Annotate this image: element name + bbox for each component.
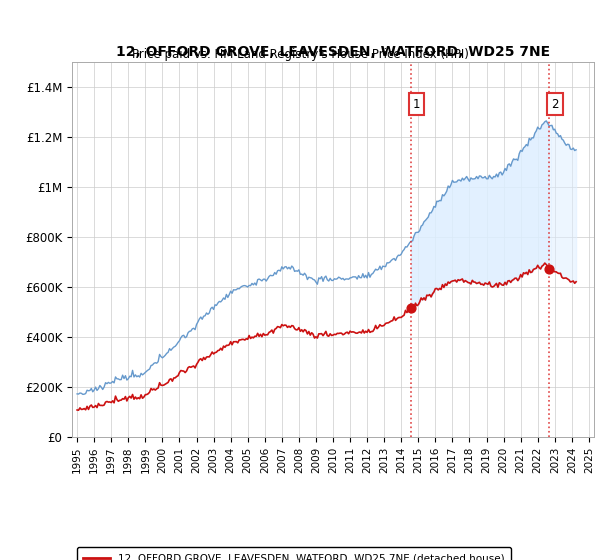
Text: 2: 2: [551, 97, 559, 111]
Legend: 12, OFFORD GROVE, LEAVESDEN, WATFORD, WD25 7NE (detached house), HPI: Average pr: 12, OFFORD GROVE, LEAVESDEN, WATFORD, WD…: [77, 547, 511, 560]
Text: Price paid vs. HM Land Registry's House Price Index (HPI): Price paid vs. HM Land Registry's House …: [131, 48, 469, 60]
Point: [406, 304, 416, 313]
Point: [545, 265, 554, 274]
Text: 1: 1: [413, 97, 421, 111]
Title: 12, OFFORD GROVE, LEAVESDEN, WATFORD, WD25 7NE: 12, OFFORD GROVE, LEAVESDEN, WATFORD, WD…: [116, 45, 550, 59]
